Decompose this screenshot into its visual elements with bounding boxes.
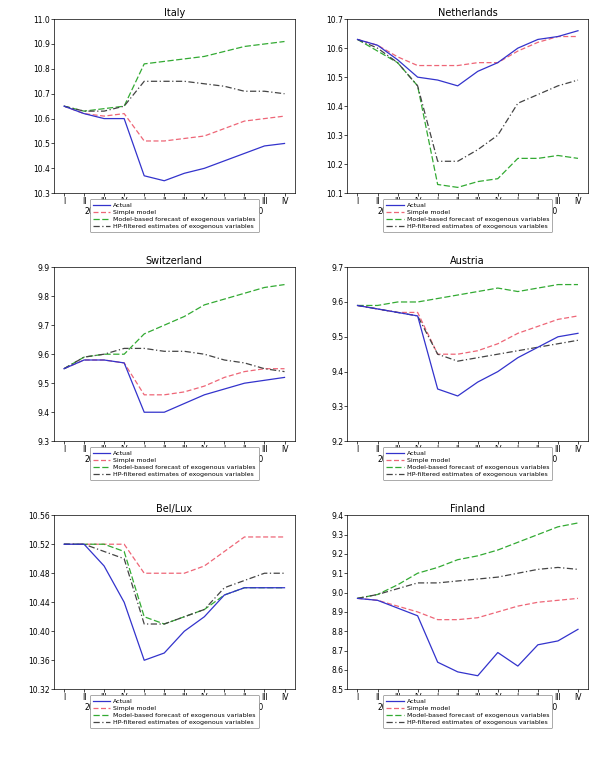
Text: 2008: 2008 bbox=[85, 703, 104, 712]
Text: 2009: 2009 bbox=[164, 207, 184, 216]
Title: Netherlands: Netherlands bbox=[438, 8, 497, 18]
Text: 2010: 2010 bbox=[245, 207, 264, 216]
Title: Switzerland: Switzerland bbox=[146, 256, 203, 266]
Legend: Actual, Simple model, Model-based forecast of exogenous variables, HP-filtered e: Actual, Simple model, Model-based foreca… bbox=[89, 695, 259, 728]
Text: 2010: 2010 bbox=[245, 455, 264, 464]
Text: 2009: 2009 bbox=[458, 455, 478, 464]
Title: Austria: Austria bbox=[451, 256, 485, 266]
Text: 2010: 2010 bbox=[538, 703, 557, 712]
Title: Italy: Italy bbox=[164, 8, 185, 18]
Text: 2009: 2009 bbox=[164, 703, 184, 712]
Text: 2008: 2008 bbox=[85, 455, 104, 464]
Title: Bel/Lux: Bel/Lux bbox=[156, 504, 193, 514]
Legend: Actual, Simple model, Model-based forecast of exogenous variables, HP-filtered e: Actual, Simple model, Model-based foreca… bbox=[383, 448, 553, 480]
Text: 2008: 2008 bbox=[378, 703, 397, 712]
Legend: Actual, Simple model, Model-based forecast of exogenous variables, HP-filtered e: Actual, Simple model, Model-based foreca… bbox=[383, 199, 553, 233]
Title: Finland: Finland bbox=[450, 504, 485, 514]
Legend: Actual, Simple model, Model-based forecast of exogenous variables, HP-filtered e: Actual, Simple model, Model-based foreca… bbox=[383, 695, 553, 728]
Text: 2009: 2009 bbox=[458, 207, 478, 216]
Text: 2009: 2009 bbox=[164, 455, 184, 464]
Text: 2008: 2008 bbox=[85, 207, 104, 216]
Legend: Actual, Simple model, Model-based forecast of exogenous variables, HP-filtered e: Actual, Simple model, Model-based foreca… bbox=[89, 448, 259, 480]
Text: 2008: 2008 bbox=[378, 455, 397, 464]
Text: 2010: 2010 bbox=[538, 455, 557, 464]
Text: 2009: 2009 bbox=[458, 703, 478, 712]
Text: 2008: 2008 bbox=[378, 207, 397, 216]
Text: 2010: 2010 bbox=[538, 207, 557, 216]
Text: 2010: 2010 bbox=[245, 703, 264, 712]
Legend: Actual, Simple model, Model-based forecast of exogenous variables, HP-filtered e: Actual, Simple model, Model-based foreca… bbox=[89, 199, 259, 233]
